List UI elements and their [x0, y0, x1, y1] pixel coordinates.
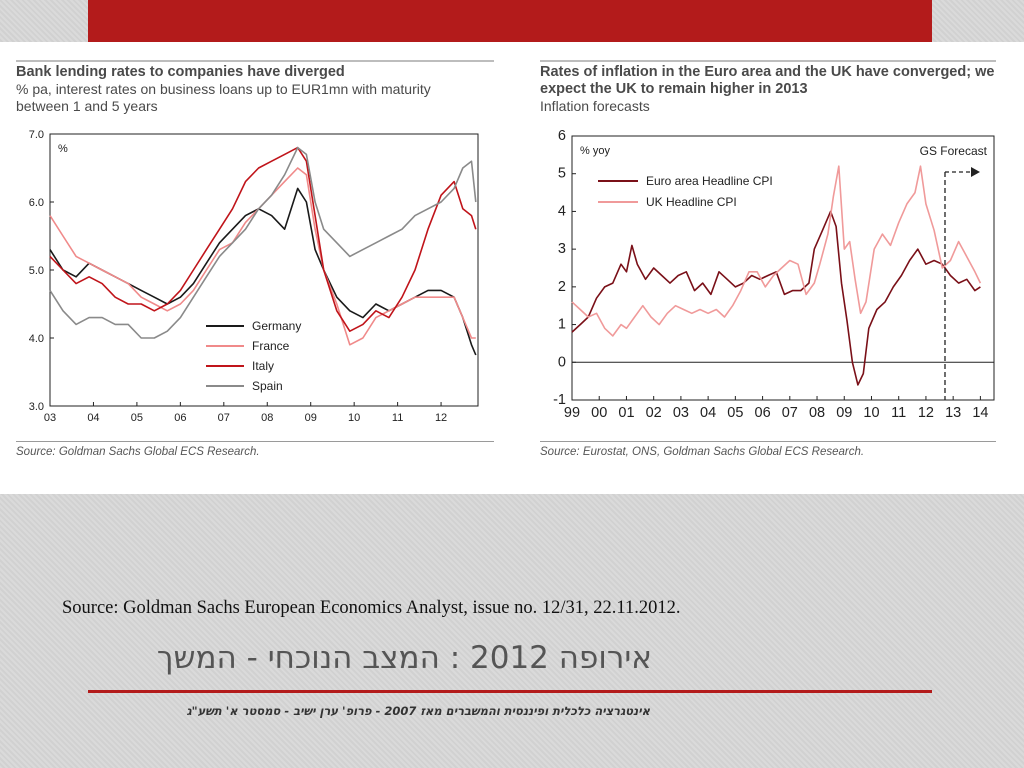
x-tick-label: 02: [646, 405, 662, 421]
chart-subtitle: Inflation forecasts: [540, 98, 650, 114]
unit-label: %: [58, 143, 68, 155]
x-tick-label: 08: [261, 412, 273, 424]
chart-bottom-rule: [16, 441, 494, 442]
legend-label: France: [252, 339, 290, 353]
y-tick-label: 6: [558, 128, 566, 144]
slide-footer: אינטגרציה כלכלית ופיננסית והמשברים מאז 2…: [186, 704, 651, 718]
chart-source: Source: Eurostat, ONS, Goldman Sachs Glo…: [540, 446, 865, 458]
chart-source: Source: Goldman Sachs Global ECS Researc…: [16, 446, 260, 458]
y-tick-label: 7.0: [29, 129, 44, 141]
legend-label: Germany: [252, 319, 301, 333]
chart-title: Bank lending rates to companies have div…: [16, 64, 345, 80]
x-tick-label: 05: [727, 405, 743, 421]
y-tick-label: 1: [558, 317, 566, 333]
y-tick-label: 5: [558, 166, 566, 182]
x-tick-label: 13: [945, 405, 961, 421]
x-tick-label: 08: [809, 405, 825, 421]
legend-label: Italy: [252, 359, 274, 373]
x-tick-label: 04: [700, 405, 716, 421]
x-tick-label: 06: [174, 412, 186, 424]
y-tick-label: 4: [558, 203, 566, 219]
legend-label: Spain: [252, 379, 283, 393]
chart-subtitle: % pa, interest rates on business loans u…: [16, 81, 431, 114]
x-tick-label: 11: [891, 405, 906, 421]
slide-source-note: Source: Goldman Sachs European Economics…: [62, 598, 681, 618]
x-tick-label: 07: [218, 412, 230, 424]
x-tick-label: 00: [591, 405, 607, 421]
x-tick-label: 11: [392, 412, 403, 424]
plot-frame: [571, 135, 995, 401]
chart-bottom-rule: [540, 441, 996, 442]
series-line-france: [49, 167, 476, 346]
x-tick-label: 03: [673, 405, 689, 421]
x-tick-label: 09: [836, 405, 852, 421]
unit-label: % yoy: [580, 145, 610, 157]
inflation-chart: Rates of inflation in the Euro area and …: [540, 60, 996, 490]
figure-panel: Bank lending rates to companies have div…: [0, 42, 1024, 494]
x-tick-label: 10: [348, 412, 360, 424]
forecast-annotation: GS Forecast: [920, 144, 988, 158]
x-tick-label: 10: [863, 405, 879, 421]
y-tick-label: 2: [558, 279, 566, 295]
lending-rates-plot: 3.0 4.0 5.0 6.0 7.0 03 04 05 06 07 08 09 10 11 12% Germ…: [29, 129, 479, 424]
chart-top-rule: [16, 60, 494, 62]
chart-title: Rates of inflation in the Euro area and …: [540, 64, 995, 97]
x-tick-label: 05: [131, 412, 143, 424]
x-tick-label: 14: [972, 405, 988, 421]
y-tick-label: 3: [558, 241, 566, 257]
x-tick-label: 99: [564, 405, 580, 421]
x-tick-label: 07: [782, 405, 798, 421]
x-tick-label: 04: [87, 412, 99, 424]
chart-top-rule: [540, 60, 996, 62]
title-underline: [88, 690, 932, 693]
series-line-uk-headline-cpi: [571, 165, 982, 337]
x-tick-label: 06: [755, 405, 771, 421]
legend-label: Euro area Headline CPI: [646, 174, 773, 188]
x-tick-label: 03: [44, 412, 56, 424]
y-tick-label: 0: [558, 354, 566, 370]
y-tick-label: 6.0: [29, 197, 44, 209]
series-line-italy: [49, 146, 477, 332]
x-tick-label: 12: [435, 412, 447, 424]
slide-title: אירופה 2012 : המצב הנוכחי - המשך: [156, 640, 652, 676]
x-tick-label: 09: [305, 412, 317, 424]
series-line-euro-area-headline-cpi: [571, 210, 981, 386]
x-tick-label: 01: [618, 405, 634, 421]
legend-label: UK Headline CPI: [646, 195, 737, 209]
y-tick-label: 5.0: [29, 265, 44, 277]
top-accent-bar: [88, 0, 932, 42]
forecast-arrow-head: [970, 167, 980, 177]
lending-rates-chart: Bank lending rates to companies have div…: [16, 60, 494, 490]
x-tick-label: 12: [918, 405, 934, 421]
series-line-spain: [49, 146, 477, 339]
y-tick-label: 4.0: [29, 333, 44, 345]
y-tick-label: -1: [553, 392, 566, 408]
y-tick-label: 3.0: [29, 401, 44, 413]
